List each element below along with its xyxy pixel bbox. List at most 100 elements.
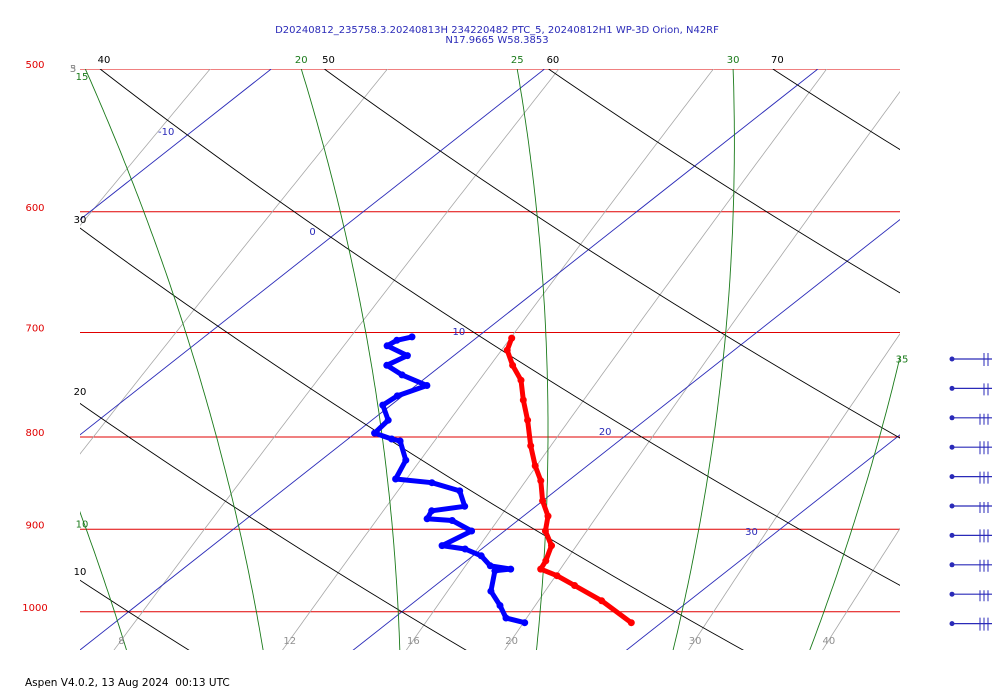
y-tick-label: 500	[25, 60, 44, 71]
isotherm	[80, 69, 272, 221]
mixing-ratio-line	[113, 69, 560, 650]
chart-subtitle: N17.9665 W58.3853	[445, 35, 548, 46]
profile-point	[468, 527, 476, 535]
profile-point	[548, 542, 555, 550]
profile-point	[502, 614, 510, 622]
profile-point	[477, 552, 485, 560]
profile-point	[384, 416, 392, 424]
profiles	[371, 333, 635, 627]
dry-adiabat-label: 60	[547, 55, 560, 66]
profile-point	[527, 442, 535, 450]
profile-point	[521, 619, 529, 627]
profile-point	[544, 512, 552, 520]
mixing-ratio-label: 8	[118, 636, 124, 647]
mixing-ratio-line	[80, 69, 388, 455]
profile-point	[517, 376, 525, 384]
profile-point	[537, 565, 545, 573]
isotherm	[80, 69, 546, 436]
reference-lines	[80, 69, 900, 650]
profile-point	[423, 515, 431, 523]
isotherm	[80, 69, 819, 650]
isotherm-label: 10	[452, 327, 465, 338]
profile-point	[507, 565, 515, 573]
moist-adiabat-label: 35	[896, 355, 909, 366]
moist-adiabat	[672, 69, 735, 650]
profile-point	[509, 361, 517, 369]
moist-adiabat-label: 20	[295, 55, 308, 66]
profile-point	[508, 334, 516, 342]
profile-point	[456, 487, 464, 495]
profile-point	[486, 562, 494, 570]
profile-point	[461, 545, 469, 553]
moist-adiabat	[84, 69, 264, 650]
isotherm-label: 0	[309, 227, 315, 238]
footer: Aspen V4.0.2, 13 Aug 2024 00:13 UTC	[25, 677, 230, 689]
mixing-ratio-label: 40	[823, 636, 836, 647]
profile-point	[519, 396, 527, 404]
profile-point	[379, 401, 387, 409]
dry-adiabat	[547, 69, 900, 294]
profile-point	[491, 567, 499, 575]
profile-point	[388, 435, 396, 443]
mixing-ratio-line	[822, 527, 900, 650]
moist-adiabat-label: 30	[727, 55, 740, 66]
mixing-ratio-line	[504, 91, 900, 650]
profile-point	[598, 597, 606, 605]
moist-adiabat	[516, 69, 549, 650]
moist-adiabat-label: 25	[511, 55, 524, 66]
dry-adiabat	[99, 69, 900, 586]
profile-point	[393, 336, 401, 344]
profile-point	[423, 382, 431, 389]
profile-point	[461, 502, 469, 510]
dry-adiabat-label: 70	[771, 55, 784, 66]
moist-adiabat	[80, 510, 127, 650]
profile-point	[428, 479, 436, 487]
profile-point	[393, 392, 401, 400]
mixing-ratio-label: 16	[407, 636, 420, 647]
profile-point	[448, 517, 456, 524]
profile-point	[627, 619, 635, 627]
isotherm-label: 20	[599, 427, 612, 438]
isotherm	[352, 218, 900, 650]
mixing-ratio-label: 3	[70, 64, 76, 75]
isotherm-label: -10	[158, 127, 174, 138]
profile-point	[531, 462, 539, 470]
profile-point	[398, 371, 406, 379]
dry-adiabat-label: 20	[74, 387, 87, 398]
labels: 500 600 700 800 900 1000 35 8 12 16 20 30 40 -10 0 10 20…	[22, 55, 908, 647]
mixing-ratio-line	[80, 69, 211, 227]
mixing-ratio-line	[688, 333, 900, 650]
profile-point	[537, 477, 545, 485]
isotherm	[625, 434, 900, 650]
profile-point	[403, 352, 411, 360]
chart-title: D20240812_235758.3.20240813H 234220482 P…	[275, 25, 719, 36]
moist-adiabat-label: 10	[76, 519, 89, 530]
profile-point	[541, 527, 549, 535]
profile-point	[542, 557, 550, 565]
profile-point	[408, 333, 416, 341]
dry-adiabat	[80, 402, 467, 650]
isotherm-label: 30	[745, 527, 758, 538]
mixing-ratio-label: 12	[283, 636, 296, 647]
moist-adiabat	[300, 69, 401, 650]
dry-adiabat-label: 10	[74, 567, 87, 578]
profile-point	[428, 507, 436, 515]
profile-point	[396, 437, 404, 445]
y-tick-label: 900	[25, 520, 44, 531]
profile-point	[438, 542, 446, 550]
dry-adiabat	[323, 69, 900, 439]
dry-adiabat-label: 30	[74, 215, 87, 226]
profile-point	[503, 346, 511, 354]
mixing-ratio-label: 20	[505, 636, 518, 647]
dry-adiabat	[80, 227, 744, 650]
profile-point	[383, 361, 391, 369]
mixing-ratio-label: 30	[689, 636, 702, 647]
y-tick-label: 600	[25, 203, 44, 214]
y-tick-label: 700	[25, 323, 44, 334]
profile-point	[402, 456, 410, 464]
profile-point	[383, 342, 391, 350]
mixing-ratio-label: 5	[70, 64, 76, 75]
